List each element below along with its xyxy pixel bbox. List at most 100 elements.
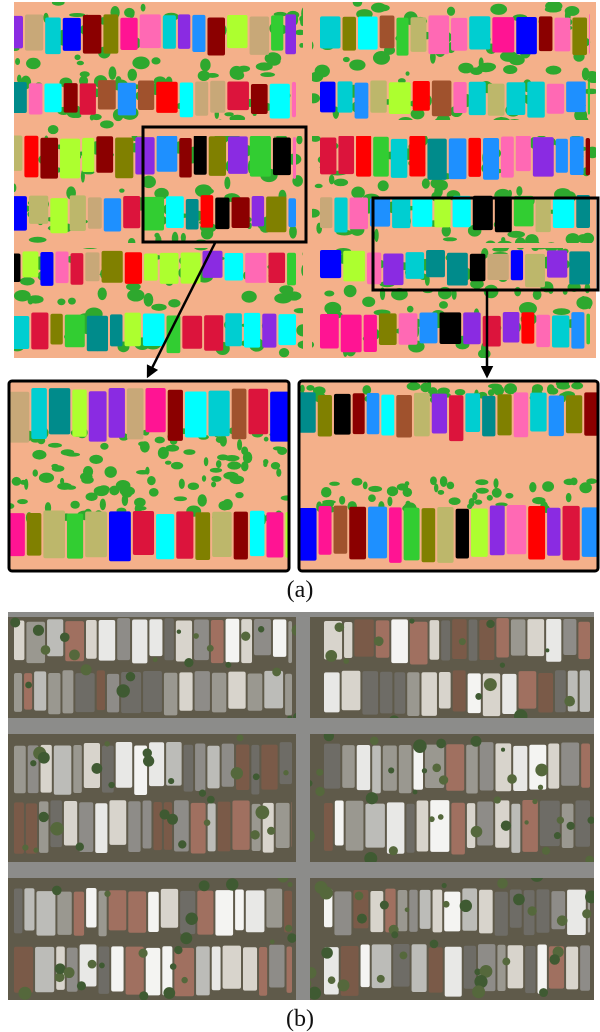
building <box>212 946 221 990</box>
building <box>533 137 554 177</box>
aerial-image <box>8 610 598 1000</box>
vegetation <box>324 290 334 296</box>
building <box>222 744 234 787</box>
building <box>508 945 524 988</box>
tree <box>501 820 511 830</box>
building <box>346 801 364 851</box>
building <box>426 250 445 277</box>
vegetation <box>17 499 28 504</box>
vegetation <box>363 481 368 489</box>
tree <box>10 617 20 627</box>
building <box>85 512 107 558</box>
building <box>428 15 449 54</box>
building <box>580 670 590 711</box>
building <box>588 82 590 115</box>
tree <box>527 906 536 915</box>
building <box>373 137 389 177</box>
tree <box>357 914 367 924</box>
vegetation <box>315 65 330 78</box>
building <box>507 82 526 115</box>
vegetation <box>132 56 149 69</box>
building <box>338 81 353 112</box>
vegetation <box>329 175 335 185</box>
building <box>547 250 567 277</box>
vegetation <box>546 66 562 75</box>
building <box>516 17 537 54</box>
vegetation <box>140 441 150 452</box>
building <box>128 891 146 932</box>
vegetation <box>151 304 166 311</box>
vegetation <box>492 488 502 498</box>
tree <box>38 752 50 764</box>
building <box>117 618 130 660</box>
building <box>278 314 296 345</box>
tree <box>502 958 510 966</box>
building <box>547 508 560 556</box>
vegetation <box>287 291 302 300</box>
tree <box>174 946 182 954</box>
building <box>225 313 242 346</box>
building <box>430 800 449 852</box>
tree <box>513 894 525 906</box>
vegetation <box>339 496 345 505</box>
tree <box>64 967 75 978</box>
vegetation <box>570 477 577 485</box>
building <box>8 82 27 113</box>
building <box>334 891 351 935</box>
building <box>411 17 427 52</box>
building <box>522 800 538 852</box>
building <box>570 136 584 175</box>
vegetation <box>542 481 554 492</box>
building <box>25 14 43 50</box>
vegetation <box>407 382 421 390</box>
building <box>248 674 263 711</box>
building <box>22 251 38 277</box>
building <box>335 801 344 846</box>
building <box>241 619 252 663</box>
building <box>381 395 394 436</box>
building <box>259 947 267 996</box>
building <box>441 620 450 660</box>
building <box>156 82 177 113</box>
building <box>540 801 560 847</box>
tree <box>535 764 548 777</box>
building <box>24 888 34 930</box>
building <box>27 513 42 556</box>
building <box>525 946 535 993</box>
tree <box>432 764 441 773</box>
tree <box>199 790 206 797</box>
tree <box>287 933 297 943</box>
vegetation <box>478 349 491 359</box>
building <box>536 315 550 347</box>
vegetation <box>545 6 562 12</box>
building <box>354 620 373 657</box>
building <box>563 619 576 655</box>
building <box>465 393 480 432</box>
building <box>507 505 526 554</box>
vegetation <box>387 496 392 506</box>
vegetation <box>216 436 224 443</box>
tree <box>168 778 174 784</box>
building <box>8 253 20 281</box>
vegetation <box>171 462 183 469</box>
building <box>467 803 475 848</box>
vegetation <box>571 382 583 389</box>
tree <box>507 774 517 784</box>
building <box>157 136 178 172</box>
building <box>511 250 523 280</box>
tree <box>439 775 448 784</box>
building <box>530 393 546 432</box>
tree <box>430 940 439 949</box>
building <box>447 253 468 286</box>
tree <box>77 981 86 990</box>
vegetation <box>387 486 398 496</box>
building <box>334 394 351 435</box>
building <box>356 135 371 176</box>
building <box>244 313 260 348</box>
building <box>430 620 440 660</box>
vegetation <box>65 453 80 457</box>
tree <box>443 901 450 908</box>
vegetation <box>378 180 389 191</box>
vegetation <box>271 462 280 469</box>
building <box>246 890 265 932</box>
